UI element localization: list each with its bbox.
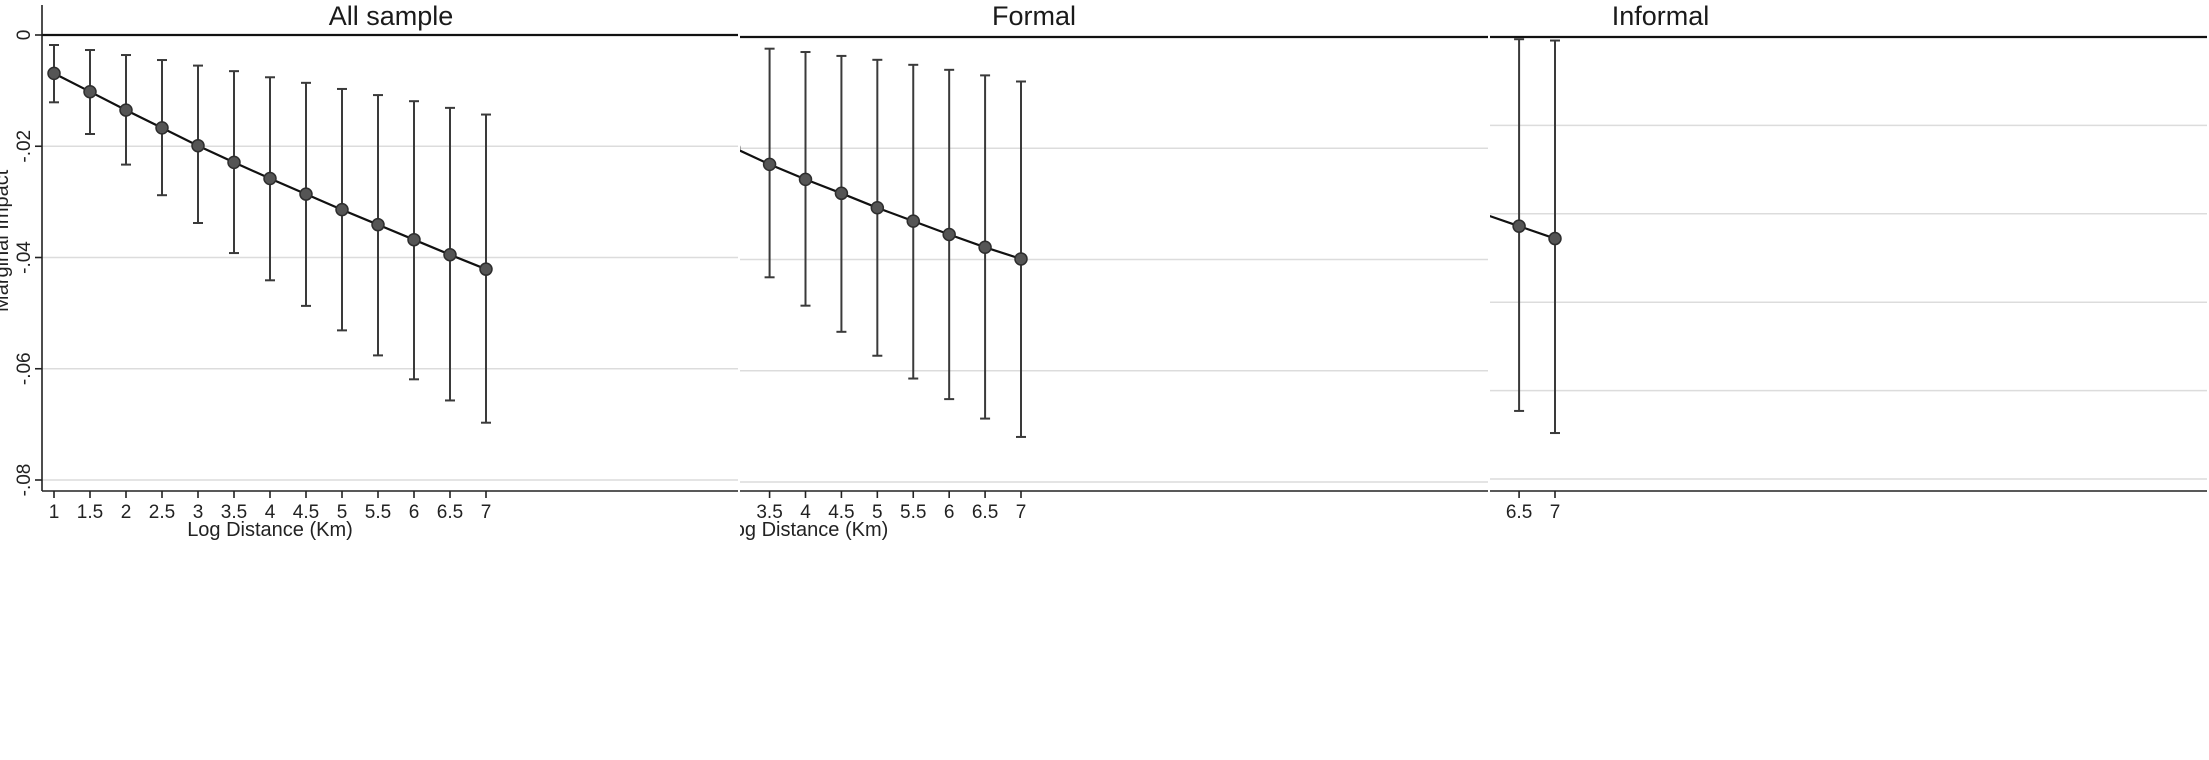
x-tick-label: 4 — [800, 502, 811, 523]
chart-panel-formal: 0-.02-.04-.06-.0811.522.533.544.555.566.… — [740, 0, 1490, 760]
x-axis-title: Log Distance (Km) — [740, 519, 888, 541]
data-point — [978, 240, 992, 255]
data-point — [942, 227, 956, 242]
x-tick-label: 5 — [872, 502, 883, 523]
x-tick-label: 1.5 — [77, 502, 103, 523]
chart-svg: 0-.02-.04-.06-.08-.111.522.533.544.555.5… — [1490, 1, 2207, 523]
x-tick-label: 7 — [481, 502, 492, 523]
data-point — [906, 214, 920, 228]
x-tick-label: 6 — [409, 502, 420, 523]
data-point — [155, 121, 169, 135]
gridlines — [740, 147, 1488, 483]
x-tick-label: 7 — [1016, 502, 1027, 523]
data-point — [479, 262, 493, 276]
x-tick-label: 7 — [1550, 502, 1561, 523]
y-tick-label: -.08 — [14, 464, 35, 497]
y-axis-title: Marginal Impact — [0, 169, 13, 312]
x-tick-label: 2.5 — [149, 502, 175, 523]
chart-panel-informal: 0-.02-.04-.06-.08-.111.522.533.544.555.5… — [1490, 0, 2209, 760]
y-tick-label: -.06 — [14, 352, 35, 385]
x-tick-label: 6 — [944, 502, 955, 523]
data-point — [834, 186, 849, 201]
x-tick-label: 4 — [265, 502, 276, 523]
data-point — [1014, 252, 1028, 266]
x-tick-label: 6.5 — [1506, 502, 1532, 523]
data-point — [371, 217, 385, 232]
data-point — [335, 202, 349, 217]
data-point — [227, 155, 241, 170]
chart-svg: 0 -.02 -.04 -.06 -.08 1 1.5 2 2.5 3 3.5 4 4.5 5 5.5 6 6.… — [0, 1, 738, 541]
data-point — [191, 138, 205, 153]
x-tick-label: 1 — [49, 502, 60, 523]
x-tick-label: 5.5 — [900, 502, 926, 523]
x-tick-label: 5 — [337, 502, 348, 523]
data-point — [407, 232, 421, 247]
data-point — [47, 66, 61, 81]
data-point — [119, 103, 133, 117]
chart-title: Formal — [992, 1, 1076, 31]
data-point — [443, 247, 457, 262]
x-axis-title: Log Distance (Km) — [187, 519, 353, 541]
data-point — [798, 172, 813, 187]
y-tick-label: -.04 — [14, 241, 35, 274]
x-tick-label: 6.5 — [972, 502, 998, 523]
gridlines — [1490, 124, 2207, 480]
x-tick-label: 2 — [121, 502, 132, 523]
data-point — [263, 171, 277, 186]
x-tick-label: 5.5 — [365, 502, 391, 523]
chart-panel-all-sample: 0 -.02 -.04 -.06 -.08 1 1.5 2 2.5 3 3.5 4 4.5 5 5.5 6 6.… — [0, 0, 740, 760]
x-tick-label: 3.5 — [221, 502, 247, 523]
gridlines — [42, 145, 738, 481]
y-tick-label: 0 — [14, 30, 35, 41]
data-point — [870, 201, 885, 215]
chart-svg: 0-.02-.04-.06-.0811.522.533.544.555.566.… — [740, 1, 1488, 541]
chart-title: All sample — [329, 1, 454, 31]
x-tick-label: 4.5 — [828, 502, 854, 523]
data-point — [83, 84, 97, 99]
x-tick-label: 3 — [193, 502, 204, 523]
x-tick-label: 4.5 — [293, 502, 319, 523]
data-point — [762, 157, 777, 172]
x-tick-label: 3.5 — [756, 502, 782, 523]
estimate-line — [740, 149, 1022, 260]
data-point — [1548, 231, 1562, 246]
data-point — [299, 187, 313, 201]
y-tick-label: -.02 — [14, 130, 35, 163]
x-tick-label: 6.5 — [437, 502, 463, 523]
chart-title: Informal — [1612, 1, 1710, 31]
data-point — [1512, 219, 1526, 233]
